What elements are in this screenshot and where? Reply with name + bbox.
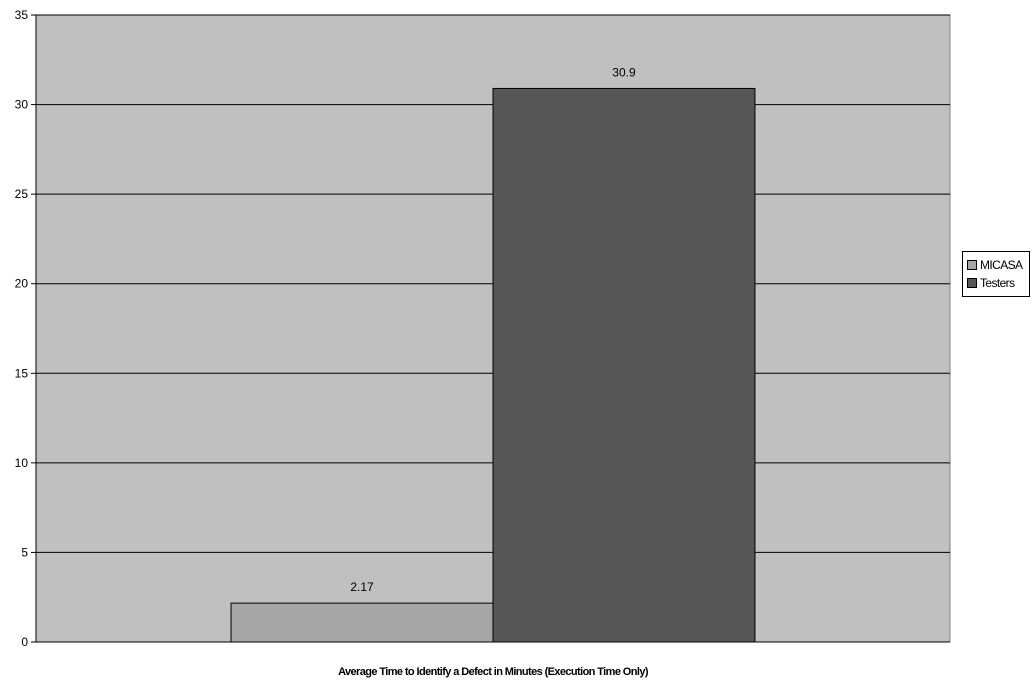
legend-swatch-testers: [967, 278, 977, 288]
legend-label-testers: Testers: [980, 276, 1015, 290]
legend-item-micasa: MICASA: [967, 256, 1029, 274]
bar-testers: [492, 87, 756, 643]
y-tick-label: 5: [21, 545, 28, 559]
y-tick-label: 20: [15, 277, 29, 291]
y-tick-label: 30: [15, 98, 29, 112]
legend-swatch-micasa: [967, 260, 977, 270]
bars: 2.17 30.9: [230, 65, 756, 643]
y-axis: 0 5 10 15 20 25 30 35: [15, 8, 950, 649]
legend-item-testers: Testers: [967, 274, 1029, 292]
x-axis-label: Average Time to Identify a Defect in Min…: [338, 666, 649, 678]
y-tick-label: 35: [15, 8, 29, 22]
legend: MICASA Testers: [962, 251, 1030, 297]
bar-micasa: [230, 602, 494, 643]
y-tick-label: 10: [15, 456, 29, 470]
y-tick-label: 15: [15, 366, 29, 380]
data-label-testers: 30.9: [612, 65, 636, 79]
y-tick-label: 25: [15, 187, 29, 201]
data-label-micasa: 2.17: [350, 580, 374, 594]
legend-label-micasa: MICASA: [980, 258, 1023, 272]
y-tick-label: 0: [21, 635, 28, 649]
